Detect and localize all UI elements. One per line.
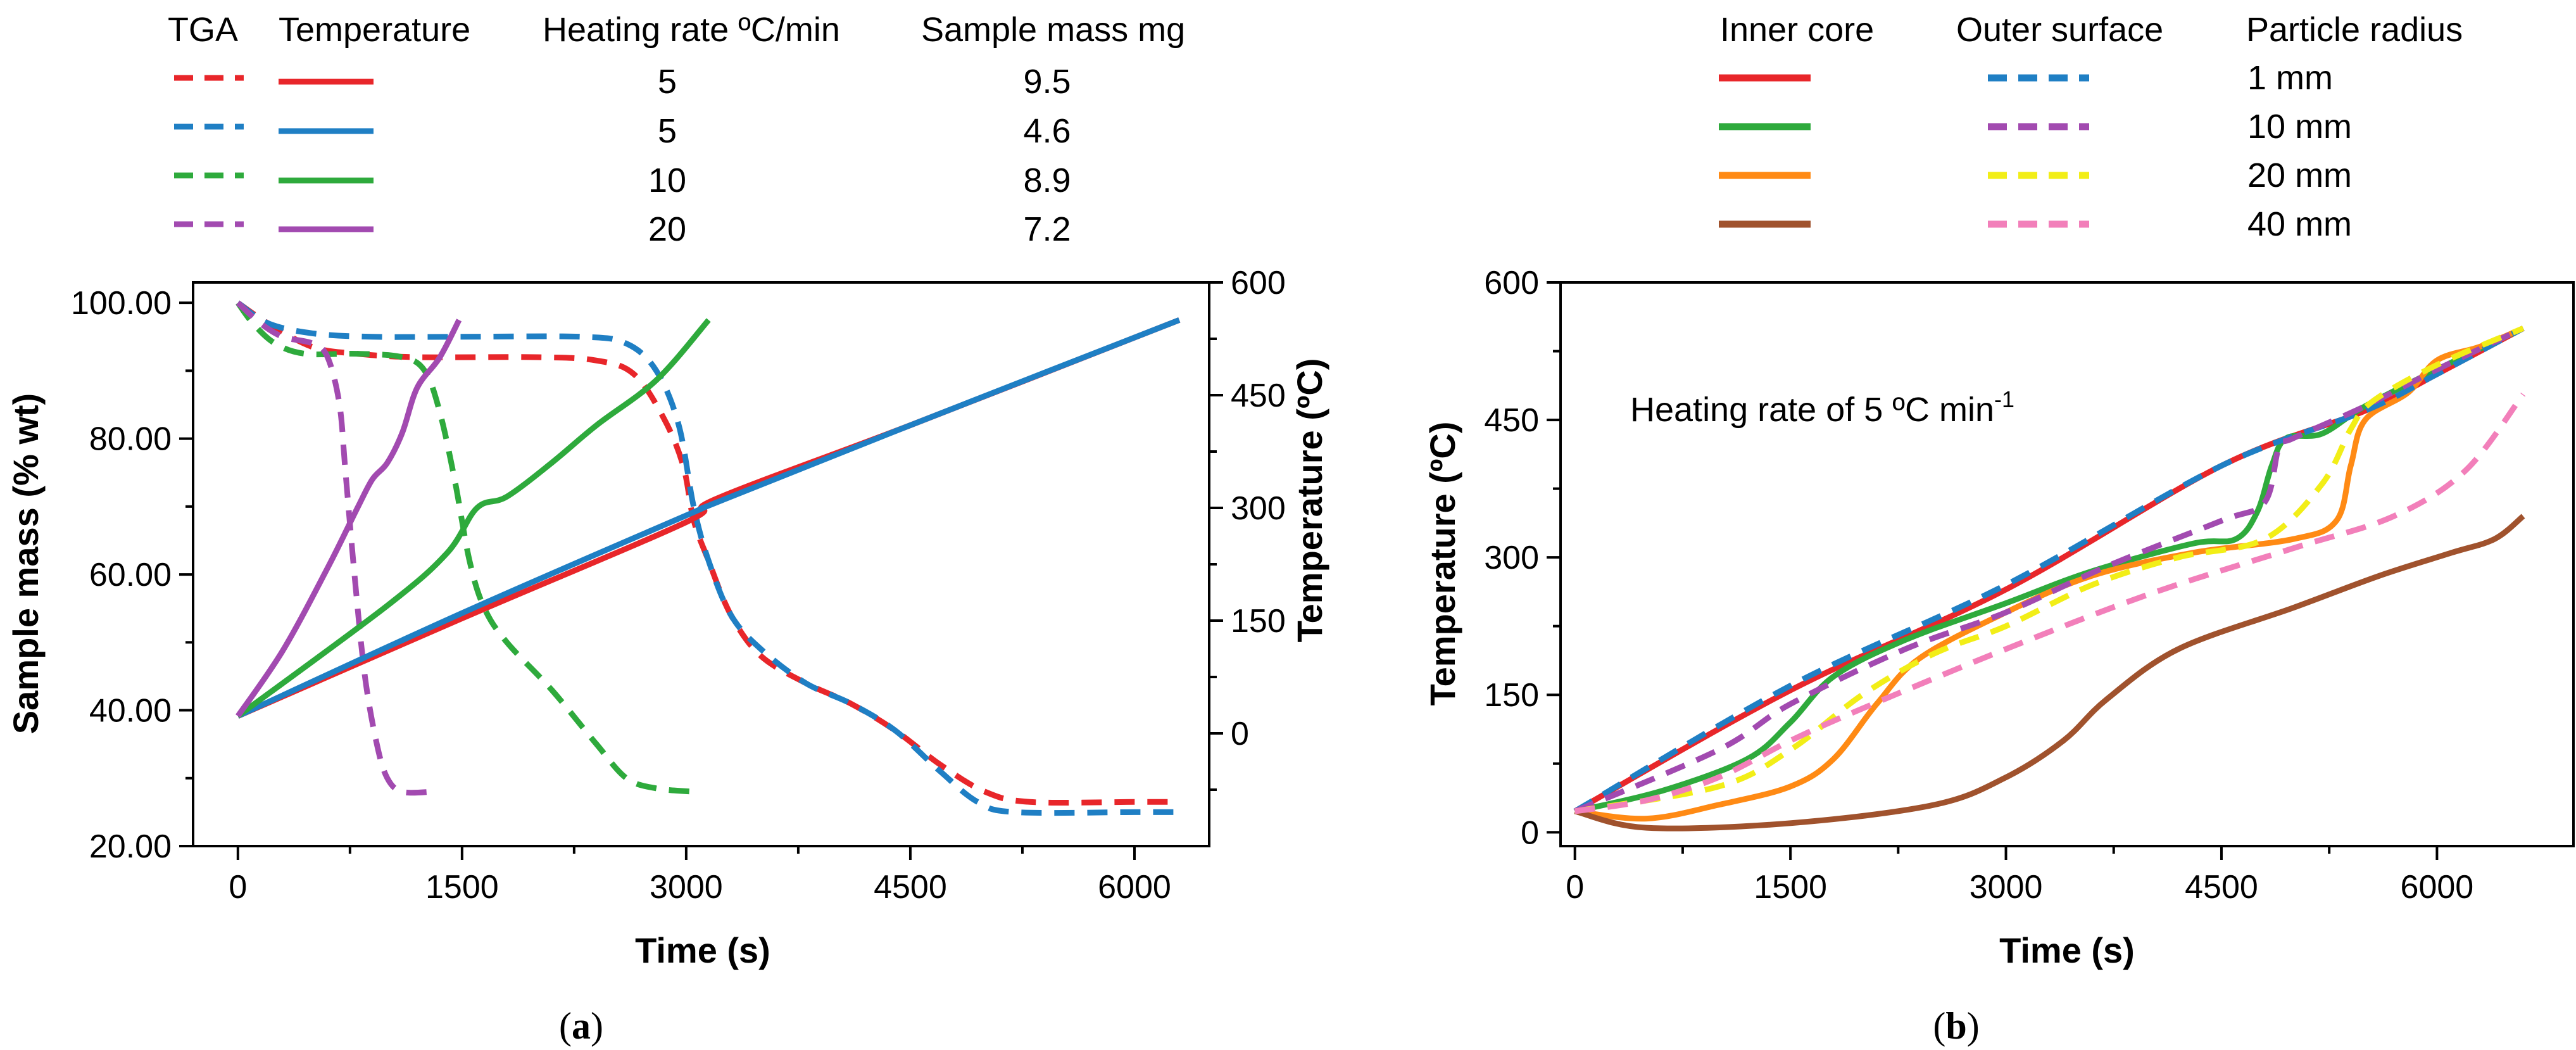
plot-a-ylabel: Sample mass (% wt): [6, 393, 46, 734]
legend-b-header-inner-core: Inner core: [1720, 11, 1874, 49]
plot-b-ylabel: Temperature (ºC): [1423, 422, 1462, 706]
a-y2tick-label: 600: [1231, 265, 1286, 301]
a-series-tga-5-c-min-9-5-mg: [236, 300, 1179, 806]
a-series-tga-20-c-min-7-2-mg: [236, 300, 432, 796]
a-series-tga-10-c-min-8-9-mg: [236, 301, 694, 795]
plot-b-xlabel: Time (s): [1999, 930, 2135, 970]
a-ytick-label: 20.00: [89, 828, 172, 865]
legend-a-mass-3: 8.9: [1023, 161, 1071, 199]
a-xtick-label: 1500: [425, 869, 499, 906]
a-y2tick-label: 300: [1231, 490, 1286, 527]
b-ytick-label: 450: [1484, 402, 1539, 439]
b-xtick-label: 6000: [2401, 869, 2474, 906]
legend-a-rate-3: 10: [648, 161, 686, 199]
plot-a-series: [236, 300, 1181, 816]
b-ytick-label: 150: [1484, 677, 1539, 714]
legend-a: TGA Temperature Heating rate ºC/min Samp…: [168, 11, 1185, 248]
a-y2tick-label: 450: [1231, 377, 1286, 414]
panel-b: Inner core Outer surface Particle radius…: [1423, 11, 2575, 1047]
a-xtick-label: 4500: [874, 869, 947, 906]
b-ytick-label: 300: [1484, 540, 1539, 576]
a-xtick-label: 3000: [650, 869, 723, 906]
legend-b-radius-4: 40 mm: [2247, 205, 2352, 243]
plot-a-y2label: Temperature (ºC): [1290, 358, 1329, 643]
a-y2tick-label: 150: [1231, 603, 1286, 640]
a-ytick-label: 40.00: [89, 693, 172, 730]
legend-a-rate-1: 5: [658, 63, 677, 101]
legend-a-mass-1: 9.5: [1023, 63, 1071, 101]
a-xtick-label: 6000: [1098, 869, 1171, 906]
legend-b-radius-3: 20 mm: [2247, 156, 2352, 194]
a-ytick-label: 100.00: [71, 285, 172, 322]
a-series-temperature-20-c-min-7-2-mg: [236, 319, 462, 718]
a-series-temperature-5-c-min-4-6-mg: [236, 317, 1181, 719]
legend-b-radius-1: 1 mm: [2247, 59, 2333, 97]
a-xtick-label: 0: [229, 869, 247, 906]
a-series-tga-5-c-min-4-6-mg: [236, 300, 1179, 816]
a-y2tick-label: 0: [1231, 716, 1249, 752]
legend-b: Inner core Outer surface Particle radius…: [1719, 11, 2463, 243]
plot-b-frame: [1559, 281, 2575, 847]
a-series-temperature-5-c-min-9-5-mg: [237, 317, 1181, 719]
plot-a-xlabel: Time (s): [635, 930, 770, 970]
legend-b-header-particle-radius: Particle radius: [2246, 11, 2463, 49]
legend-a-header-tga: TGA: [168, 11, 238, 49]
panel-a-letter: a: [572, 1005, 591, 1047]
plot-b-series: [1573, 326, 2526, 832]
b-xtick-label: 1500: [1754, 869, 1827, 906]
legend-b-radius-2: 10 mm: [2247, 108, 2352, 146]
legend-a-mass-2: 4.6: [1023, 112, 1071, 150]
b-ytick-label: 600: [1484, 265, 1539, 301]
a-ytick-label: 60.00: [89, 557, 172, 593]
plot-a-ticks: 0 1500 3000 4500 600020.0040.0060.0080.00100…: [71, 265, 1286, 906]
panel-a: TGA Temperature Heating rate ºC/min Samp…: [6, 11, 1329, 1047]
legend-a-rate-2: 5: [658, 112, 677, 150]
plot-b-annotation-sup: -1: [1994, 386, 2014, 412]
legend-b-header-outer-surface: Outer surface: [1956, 11, 2163, 49]
b-series-outer-surface-1-mm: [1573, 326, 2525, 814]
legend-a-header-temperature: Temperature: [279, 11, 470, 49]
legend-a-mass-4: 7.2: [1023, 210, 1071, 248]
b-ytick-label: 0: [1521, 814, 1539, 851]
a-series-temperature-10-c-min-8-9-mg: [236, 318, 711, 719]
b-series-outer-surface-20-mm: [1574, 326, 2525, 814]
b-series-outer-surface-40-mm: [1574, 392, 2526, 814]
plot-b-ticks: 0 1500 3000 4500 6000 0 150 300 450 600: [1484, 265, 2473, 906]
b-series-outer-surface-10-mm: [1573, 326, 2525, 814]
b-xtick-label: 0: [1566, 869, 1584, 906]
b-xtick-label: 4500: [2185, 869, 2258, 906]
legend-a-rate-4: 20: [648, 210, 686, 248]
a-ytick-label: 80.00: [89, 421, 172, 458]
panel-b-label: (b): [1933, 1005, 1979, 1047]
b-series-inner-core-40-mm: [1574, 514, 2525, 832]
panel-a-label: (a): [559, 1005, 603, 1047]
plot-b-annotation: Heating rate of 5 ºC min-1: [1630, 386, 2014, 429]
plot-b-annotation-text: Heating rate of 5 ºC min: [1630, 391, 1994, 429]
b-xtick-label: 3000: [1970, 869, 2043, 906]
legend-a-header-heating-rate: Heating rate ºC/min: [543, 11, 840, 49]
panel-b-letter: b: [1945, 1005, 1966, 1047]
legend-a-header-sample-mass: Sample mass mg: [921, 11, 1185, 49]
